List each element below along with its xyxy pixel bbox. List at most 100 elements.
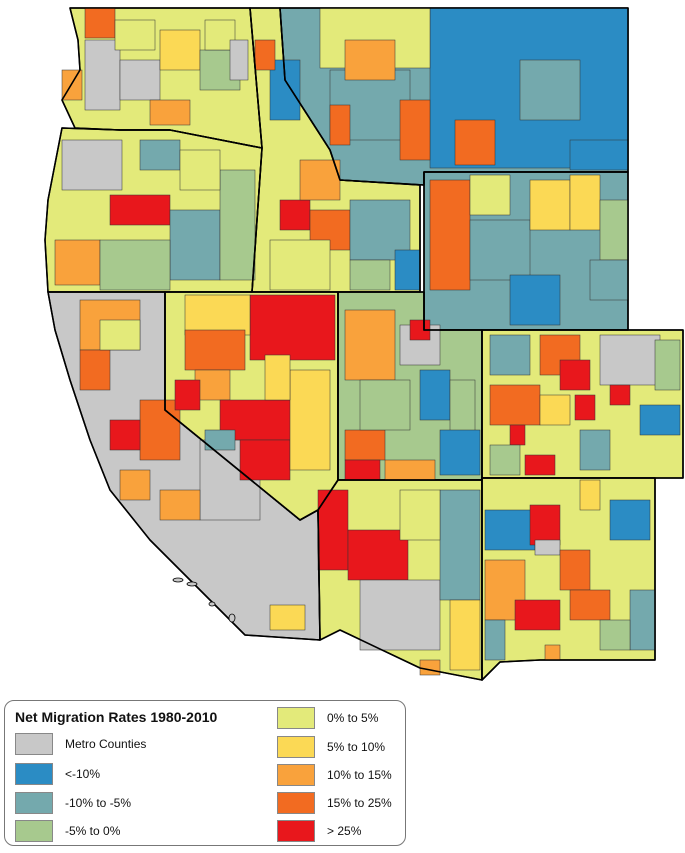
island [228, 613, 236, 623]
county [489, 384, 541, 426]
county [169, 209, 221, 281]
county [347, 529, 409, 581]
county [569, 174, 601, 231]
islands [172, 577, 236, 623]
county [184, 329, 246, 371]
county [264, 354, 291, 401]
island [186, 581, 198, 587]
legend-label: 5% to 10% [327, 740, 386, 754]
legend-item-10-15: 10% to 15% [277, 764, 392, 786]
island [208, 601, 216, 607]
county [254, 39, 276, 71]
county [489, 334, 531, 376]
county [109, 419, 141, 451]
legend: Net Migration Rates 1980-2010 Metro Coun… [4, 700, 406, 846]
county [194, 369, 231, 401]
legend-swatch [15, 820, 53, 842]
county [569, 589, 611, 621]
county [299, 159, 341, 201]
county [599, 199, 629, 261]
legend-label: 10% to 15% [327, 768, 392, 782]
county [249, 294, 336, 361]
county [344, 39, 396, 81]
legend-swatch [277, 707, 315, 729]
county [524, 454, 556, 476]
county [109, 194, 171, 226]
county [559, 359, 591, 391]
county [469, 219, 531, 281]
county [99, 239, 171, 291]
legend-swatch [277, 820, 315, 842]
county [344, 459, 381, 481]
county [539, 394, 571, 426]
county [344, 309, 396, 381]
county [204, 429, 236, 451]
county [654, 339, 681, 391]
legend-item-5-10: 5% to 10% [277, 736, 385, 758]
county [99, 319, 141, 351]
county [394, 249, 421, 291]
legend-item-metro: Metro Counties [15, 733, 146, 755]
legend-title: Net Migration Rates 1980-2010 [15, 709, 218, 725]
county [534, 539, 561, 556]
county [419, 659, 441, 676]
county [469, 174, 511, 216]
legend-item-m10-m5: -10% to -5% [15, 792, 131, 814]
legend-swatch [15, 792, 53, 814]
county [559, 549, 591, 591]
county [529, 179, 571, 231]
county [484, 509, 536, 551]
county-map [44, 7, 684, 681]
county [439, 429, 481, 476]
county [279, 199, 311, 231]
county [399, 489, 441, 541]
legend-swatch [277, 764, 315, 786]
legend-label: 0% to 5% [327, 711, 379, 725]
legend-label: <-10% [65, 767, 101, 781]
county [159, 489, 201, 521]
county [384, 459, 436, 481]
county [61, 139, 123, 191]
legend-swatch [15, 763, 53, 785]
legend-item-m5-0: -5% to 0% [15, 820, 120, 842]
legend-label: -5% to 0% [65, 824, 121, 838]
county [84, 7, 116, 39]
county [509, 424, 526, 446]
county [629, 589, 656, 651]
county [349, 259, 391, 291]
county [149, 99, 191, 126]
legend-label: -10% to -5% [65, 796, 132, 810]
county [269, 604, 306, 631]
county [454, 119, 496, 166]
county [544, 644, 561, 661]
county [79, 349, 111, 391]
county [579, 479, 601, 511]
county [439, 489, 481, 601]
state-borders [44, 7, 684, 681]
county [344, 429, 386, 461]
county [489, 444, 521, 476]
county [179, 149, 221, 191]
legend-swatch [277, 736, 315, 758]
legend-item-lt-10: <-10% [15, 763, 100, 785]
county [599, 619, 631, 651]
legend-item-15-25: 15% to 25% [277, 792, 392, 814]
county [599, 334, 661, 386]
county [529, 504, 561, 546]
county [329, 104, 351, 146]
legend-label: 15% to 25% [327, 796, 392, 810]
county [119, 469, 151, 501]
county [119, 59, 161, 101]
legend-label: > 25% [327, 824, 362, 838]
county [139, 399, 181, 461]
legend-swatch [15, 733, 53, 755]
county [184, 294, 251, 336]
county [269, 239, 331, 291]
county [429, 179, 471, 291]
county [639, 404, 681, 436]
county [239, 439, 291, 481]
county [139, 139, 181, 171]
county [399, 99, 431, 161]
county [174, 379, 201, 411]
county [574, 394, 596, 421]
